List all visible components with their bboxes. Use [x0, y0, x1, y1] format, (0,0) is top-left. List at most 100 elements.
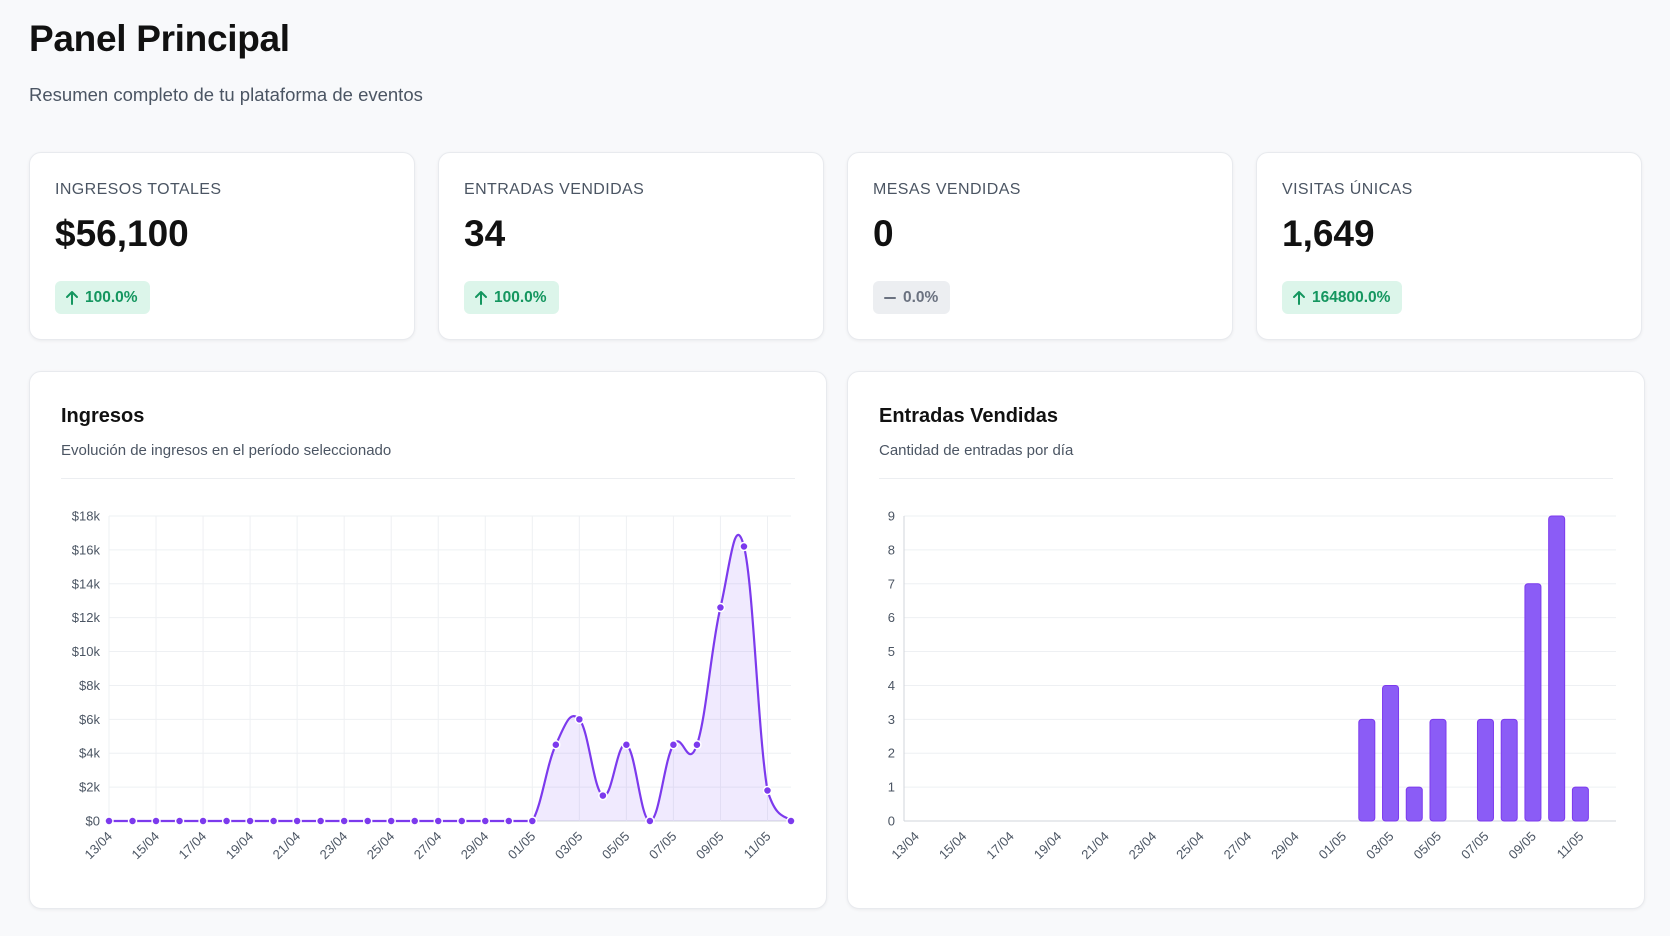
y-tick-label: $12k: [72, 610, 101, 625]
trend-value: 0.0%: [903, 288, 939, 306]
x-tick-label: 19/04: [223, 829, 257, 863]
y-tick-label: 8: [888, 542, 895, 557]
data-point: [151, 816, 161, 826]
y-tick-label: $16k: [72, 542, 101, 557]
y-tick-label: 9: [888, 509, 895, 524]
data-point: [645, 816, 655, 826]
stat-label: VISITAS ÚNICAS: [1282, 181, 1413, 198]
trend-badge: 164800.0%: [1282, 281, 1403, 314]
x-tick-label: 25/04: [364, 829, 398, 863]
y-tick-label: 3: [888, 712, 895, 727]
y-tick-label: $18k: [72, 509, 101, 524]
y-tick-label: $4k: [79, 746, 100, 761]
y-tick-label: $2k: [79, 780, 100, 795]
y-tick-label: 2: [888, 746, 895, 761]
data-point: [504, 816, 514, 826]
data-point: [598, 790, 608, 801]
data-point: [198, 816, 208, 826]
data-point: [221, 816, 232, 826]
x-tick-label: 03/05: [552, 829, 586, 863]
x-tick-label: 01/05: [505, 829, 539, 863]
data-point: [715, 602, 726, 613]
chart-title: Ingresos: [61, 405, 145, 427]
data-point: [786, 816, 796, 826]
data-point: [409, 816, 420, 826]
x-tick-label: 13/04: [888, 829, 922, 863]
bar: [1524, 583, 1542, 822]
y-tick-label: $10k: [72, 644, 101, 659]
x-tick-label: 05/05: [1411, 829, 1445, 863]
stat-label: INGRESOS TOTALES: [55, 181, 222, 198]
data-point: [668, 740, 679, 750]
x-tick-label: 15/04: [936, 829, 970, 863]
trend-value: 100.0%: [494, 288, 547, 306]
bar: [1429, 718, 1447, 822]
stat-card-tickets: ENTRADAS VENDIDAS 34 100.0%: [438, 152, 824, 340]
arrow-up-icon: [66, 290, 78, 305]
trend-value: 100.0%: [85, 288, 138, 306]
stat-value: 34: [464, 213, 506, 254]
x-tick-label: 07/05: [1458, 829, 1492, 863]
y-tick-label: 0: [888, 814, 895, 829]
divider: [61, 478, 795, 479]
arrow-up-icon: [475, 290, 487, 305]
bar: [1500, 718, 1518, 822]
data-point: [692, 740, 702, 750]
y-tick-label: $8k: [79, 678, 100, 693]
x-tick-label: 15/04: [129, 829, 163, 863]
bar: [1382, 684, 1400, 822]
x-tick-label: 05/05: [599, 829, 633, 863]
data-point: [245, 816, 255, 826]
arrow-up-icon: [1293, 290, 1305, 305]
y-tick-label: 1: [888, 780, 895, 795]
data-point: [268, 816, 279, 826]
tickets-chart[interactable]: 0 1 2 3 4 5 6 7 8 9 13/04 15/04 17/04 19/04 21/04 23/04…: [848, 372, 1646, 910]
x-tick-label: 23/04: [1126, 829, 1160, 863]
chart-title: Entradas Vendidas: [879, 405, 1058, 427]
data-point: [362, 816, 373, 826]
x-tick-label: 23/04: [317, 829, 351, 863]
revenue-chart[interactable]: $0 $2k $4k $6k $8k $10k $12k $14k $16k $18k 13/04 1…: [30, 372, 828, 910]
y-tick-label: 4: [888, 678, 895, 693]
data-point: [527, 816, 538, 826]
data-point: [315, 816, 326, 826]
data-point: [480, 816, 491, 826]
stat-card-visits: VISITAS ÚNICAS 1,649 164800.0%: [1256, 152, 1642, 340]
x-tick-label: 27/04: [1221, 829, 1255, 863]
bar: [1476, 718, 1494, 822]
x-tick-label: 03/05: [1363, 829, 1397, 863]
page-title: Panel Principal: [29, 18, 290, 59]
data-point: [339, 816, 349, 826]
y-tick-label: $6k: [79, 712, 100, 727]
trend-badge: 0.0%: [873, 281, 951, 314]
stat-label: MESAS VENDIDAS: [873, 181, 1021, 198]
x-tick-label: 25/04: [1173, 829, 1207, 863]
x-tick-label: 19/04: [1031, 829, 1065, 863]
y-tick-label: $0: [86, 814, 100, 829]
stat-value: 0: [873, 213, 894, 254]
x-tick-label: 17/04: [176, 829, 210, 863]
trend-value: 164800.0%: [1312, 288, 1391, 306]
data-point: [621, 740, 632, 750]
chart-subtitle: Cantidad de entradas por día: [879, 442, 1074, 459]
x-tick-label: 17/04: [983, 829, 1017, 863]
data-point: [739, 541, 749, 552]
data-point: [386, 816, 396, 826]
data-point: [762, 785, 773, 796]
y-tick-label: 6: [888, 610, 895, 625]
stat-value: 1,649: [1282, 213, 1375, 254]
minus-icon: [884, 296, 896, 299]
x-tick-label: 29/04: [1268, 829, 1302, 863]
data-point: [551, 740, 561, 750]
y-tick-label: 5: [888, 644, 895, 659]
x-tick-label: 21/04: [1078, 829, 1112, 863]
data-point: [433, 816, 443, 826]
x-tick-label: 29/04: [458, 829, 492, 863]
x-tick-label: 11/05: [1554, 829, 1587, 862]
data-point: [574, 714, 585, 725]
tickets-chart-card: Entradas Vendidas Cantidad de entradas p…: [847, 371, 1645, 909]
series-area: [109, 534, 791, 821]
data-point: [292, 816, 302, 826]
x-tick-label: 09/05: [693, 829, 727, 863]
